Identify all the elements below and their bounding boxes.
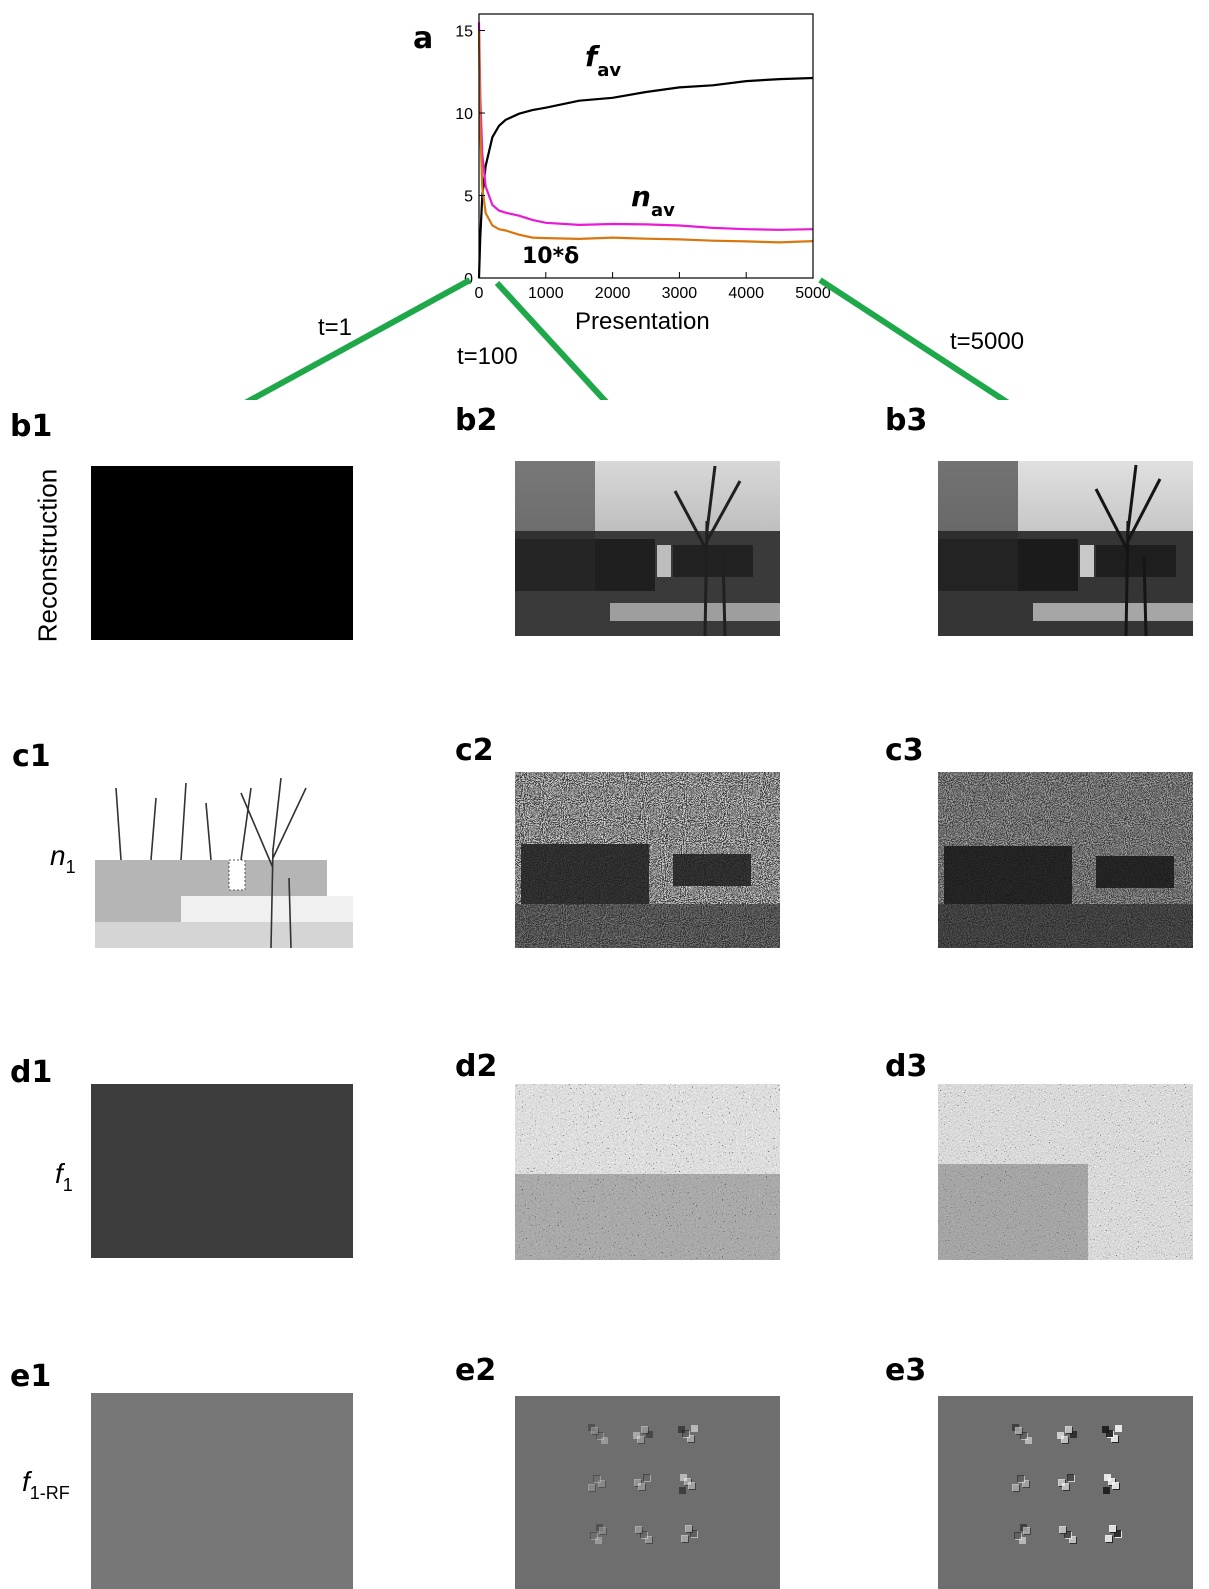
panel-label-c3: c3	[885, 733, 924, 768]
training-curves-chart: 010002000300040005000051015	[244, 13, 1010, 400]
row-label-f1-rf-sub: 1-RF	[29, 1483, 70, 1503]
time-label-t100: t=100	[457, 343, 518, 370]
f1-rf-t100	[515, 1396, 780, 1589]
panel-label-e1: e1	[10, 1359, 52, 1394]
panel-label-d2: d2	[455, 1049, 498, 1084]
plot-area	[477, 22, 814, 279]
arrow-t100	[494, 280, 609, 400]
panel-label-c2: c2	[455, 733, 494, 768]
receptive-field-blob	[588, 1424, 608, 1444]
plot-frame	[478, 13, 814, 279]
receptive-field-blob	[1059, 1526, 1077, 1544]
tree-sketch	[115, 778, 307, 948]
x-tick-label: 2000	[595, 285, 631, 302]
x-axis-label: Presentation	[575, 308, 710, 335]
receptive-field-blob	[634, 1474, 651, 1491]
receptive-field-blob	[1102, 1425, 1122, 1443]
row-label-f1: f1	[55, 1158, 73, 1195]
x-tick-label: 3000	[662, 285, 698, 302]
f1-t1	[91, 1084, 353, 1258]
panel-label-b1: b1	[10, 409, 53, 444]
series-label-f-sub: av	[597, 60, 622, 81]
series-label-n-av: nav	[631, 180, 675, 221]
chart-axes: 010002000300040005000051015	[455, 13, 831, 302]
n1-t5000	[938, 772, 1193, 948]
receptive-field-blob	[1058, 1474, 1075, 1491]
reconstruction-t100	[515, 461, 780, 636]
arrow-t1	[244, 277, 472, 400]
f1-rf-t1	[91, 1393, 353, 1589]
n1-t100	[515, 772, 780, 948]
panel-label-c1: c1	[12, 739, 51, 774]
receptive-field-blob	[679, 1474, 696, 1494]
receptive-field-blob	[678, 1425, 698, 1443]
series-line-0	[477, 76, 814, 279]
row-label-f1-sub: 1	[62, 1175, 73, 1195]
reconstruction-t5000	[938, 461, 1193, 636]
panel-label-e3: e3	[885, 1353, 927, 1388]
series-line-1	[477, 22, 814, 231]
y-tick-label: 10	[455, 106, 473, 123]
row-label-f1-rf-main: f	[22, 1466, 30, 1497]
series-label-n-sub: av	[650, 200, 675, 221]
receptive-field-blob	[588, 1475, 606, 1492]
receptive-field-blob	[1012, 1475, 1030, 1492]
row-label-n1-sub: 1	[65, 857, 76, 877]
y-tick-label: 15	[455, 24, 473, 41]
receptive-field-blob	[1105, 1525, 1122, 1543]
tree-shape	[1094, 464, 1162, 636]
time-label-t1: t=1	[318, 314, 353, 341]
series-label-f-av: fav	[585, 40, 621, 81]
series-line-2	[477, 30, 814, 244]
receptive-field-blob	[590, 1524, 607, 1544]
receptive-field-blob	[1012, 1424, 1032, 1444]
panel-label-b2: b2	[455, 403, 498, 438]
series-label-f: f	[585, 40, 598, 73]
panel-label-b3: b3	[885, 403, 928, 438]
receptive-field-blob	[1014, 1524, 1031, 1544]
row-label-n1-main: n	[50, 840, 66, 871]
y-tick-label: 5	[464, 189, 473, 206]
time-label-t5000: t=5000	[950, 328, 1025, 355]
row-label-f1-main: f	[55, 1158, 63, 1189]
receptive-field-blob	[1103, 1474, 1120, 1494]
f1-rf-t5000	[938, 1396, 1193, 1589]
panel-label-d1: d1	[10, 1055, 53, 1090]
panel-label-e2: e2	[455, 1353, 497, 1388]
receptive-field-grid	[1012, 1424, 1122, 1544]
panel-label-a: a	[413, 21, 434, 56]
f1-t100	[515, 1084, 780, 1260]
x-tick-label: 1000	[528, 285, 564, 302]
receptive-field-blob	[1057, 1426, 1077, 1444]
x-tick-label: 5000	[795, 285, 831, 302]
n1-t1	[91, 778, 353, 948]
receptive-field-blob	[681, 1525, 698, 1543]
time-arrows	[244, 277, 1010, 400]
receptive-field-blob	[635, 1526, 653, 1544]
receptive-field-grid	[588, 1424, 698, 1544]
series-label-n: n	[631, 180, 651, 213]
tree-shape	[673, 465, 742, 636]
f1-t5000	[938, 1084, 1193, 1260]
panel-label-d3: d3	[885, 1049, 928, 1084]
row-label-f1-rf: f1-RF	[22, 1466, 70, 1503]
arrow-t5000	[818, 277, 1010, 400]
row-label-n1: n1	[50, 840, 76, 877]
reconstruction-t1	[91, 466, 353, 640]
x-tick-label: 4000	[728, 285, 764, 302]
x-tick-label: 0	[475, 285, 484, 302]
series-label-delta: 10*δ	[522, 244, 580, 269]
receptive-field-blob	[633, 1426, 653, 1444]
row-label-reconstruction: Reconstruction	[32, 468, 63, 643]
